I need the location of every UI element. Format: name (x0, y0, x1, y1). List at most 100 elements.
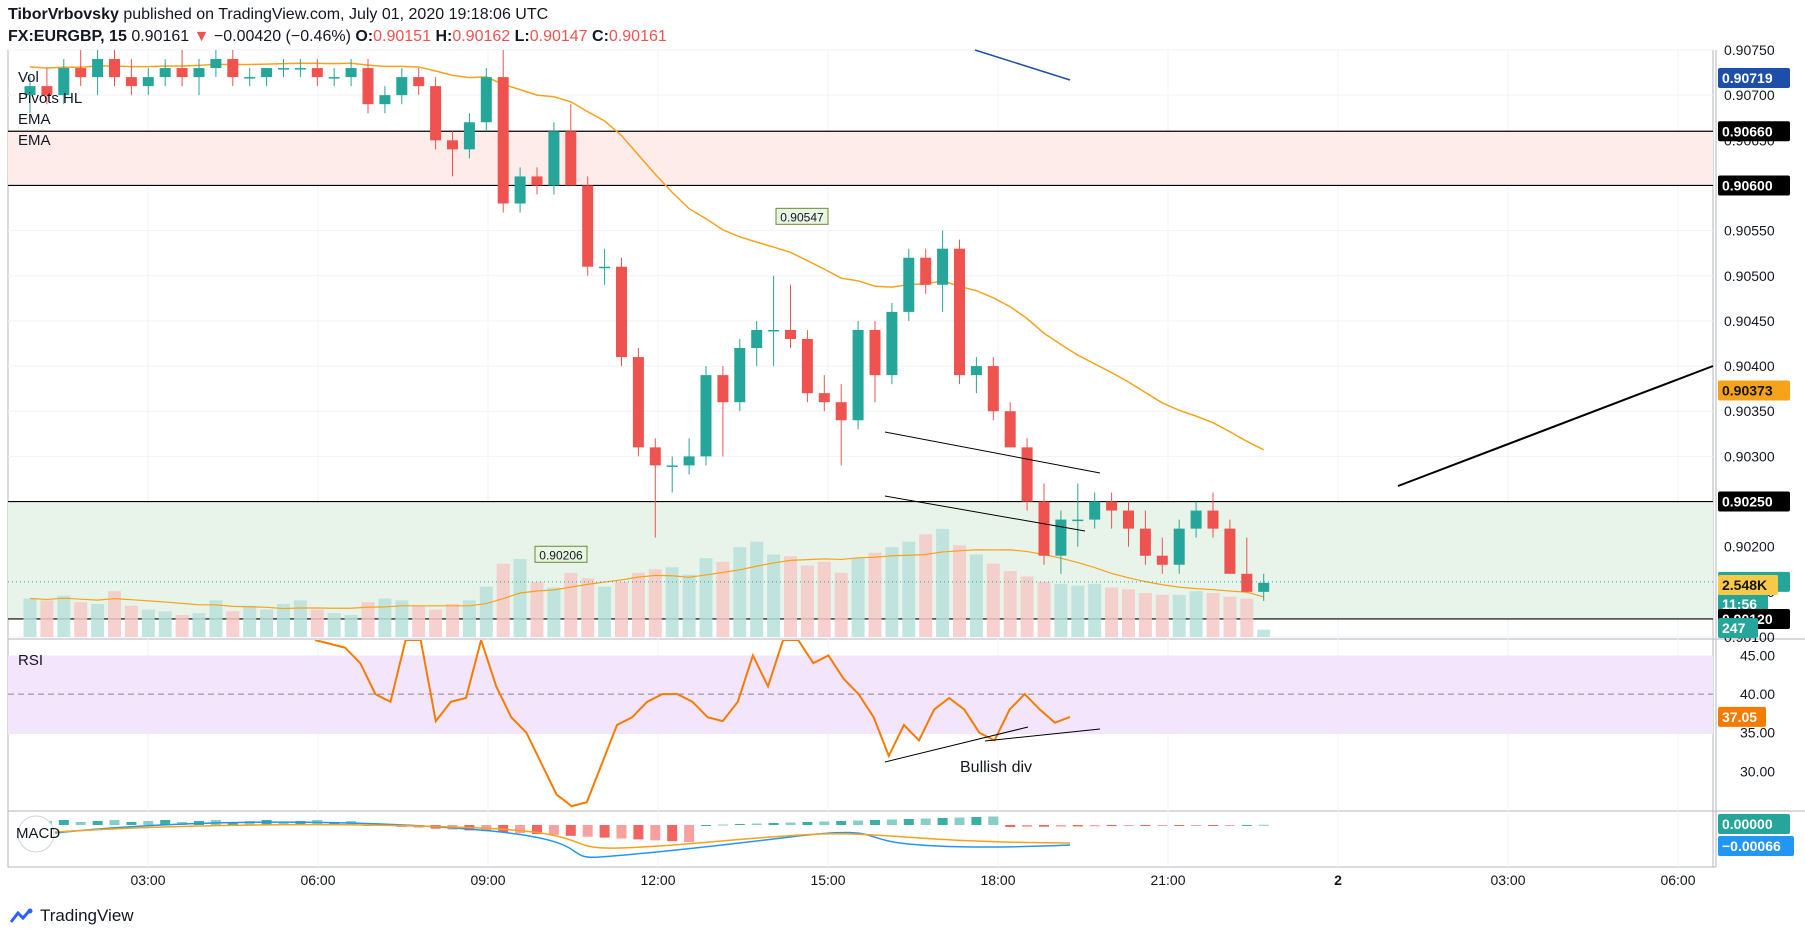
macd-histogram-bar (667, 825, 678, 842)
volume-bar (243, 605, 257, 637)
volume-bar (192, 613, 206, 637)
badge-ema-slow-bg (1718, 67, 1790, 88)
candle-body (345, 68, 357, 78)
badge-volume-last: 247 (1718, 618, 1758, 638)
y-tick-label: 0.90550 (1724, 223, 1775, 239)
open-label: O: (355, 28, 374, 45)
macd-histogram-bar (515, 825, 526, 834)
candle-body (1258, 582, 1270, 592)
candle-body (649, 447, 661, 466)
volume-bar (885, 547, 899, 637)
volume-bar (733, 547, 747, 637)
badge-rsi-bg (1718, 706, 1766, 727)
volume-bar (800, 565, 814, 637)
macd-histogram-bar (1039, 825, 1049, 827)
macd-histogram-bar (548, 825, 559, 835)
volume-bar (598, 586, 612, 637)
candle-body (886, 311, 898, 376)
macd-histogram-bar (1022, 825, 1033, 827)
volume-bar (1071, 585, 1085, 637)
volume-bar (564, 572, 578, 637)
macd-histogram-bar (836, 821, 847, 825)
rsi-divergence-line-2 (984, 728, 1101, 742)
candle-body (801, 338, 813, 394)
candle-body (1224, 528, 1236, 574)
close-label: C: (592, 28, 609, 45)
macd-histogram-bar (565, 825, 576, 836)
y-tick-label: 0.90350 (1724, 403, 1775, 419)
macd-histogram-bar (1224, 825, 1235, 826)
candle-body (818, 393, 830, 403)
legend-rsi: RSI (18, 652, 43, 669)
candle-body (244, 77, 256, 79)
x-tick-label: 03:00 (130, 872, 165, 888)
macd-histogram-bar (1258, 824, 1269, 826)
x-tick-label: 15:00 (810, 872, 845, 888)
tradingview-logo[interactable]: TradingView (10, 906, 134, 926)
macd-histogram-bar (1241, 824, 1252, 826)
volume-bar (615, 582, 628, 637)
volume-bar (750, 541, 764, 637)
author-name[interactable]: TiborVrbovsky (8, 6, 119, 23)
candle-body (24, 86, 36, 96)
badge-level-1-text: 0.90660 (1722, 123, 1773, 139)
badge-ema: 0.90373 (1718, 380, 1790, 401)
candle-body (142, 77, 154, 87)
projection-trend-line (1397, 365, 1714, 487)
symbol-label[interactable]: FX:EURGBP, 15 (8, 28, 127, 45)
volume-bar (648, 569, 662, 637)
candle-body (294, 68, 306, 70)
candle-body (785, 329, 796, 339)
candle-body (666, 465, 678, 467)
wedge-upper-line (884, 431, 1101, 474)
candle-body (1021, 447, 1033, 502)
volume-bar (1037, 582, 1051, 637)
badge-countdown: 11:56 (1718, 593, 1768, 614)
macd-histogram-bar (126, 822, 137, 825)
candle-body (970, 366, 982, 376)
volume-bar (158, 611, 172, 637)
candle-body (92, 59, 104, 78)
candle-body (1207, 510, 1219, 529)
drawings: 0.90547 0.90206 (8, 207, 1714, 583)
badge-level-1-bg (1718, 121, 1790, 142)
high-value: 0.90162 (452, 28, 511, 45)
ema-lines (29, 49, 1265, 451)
y-tick-label: 0.90500 (1724, 268, 1775, 284)
candle-body (463, 122, 475, 150)
badge-countdown-bg (1718, 593, 1768, 614)
rsi-line (314, 640, 1071, 808)
macd-histogram-bar (1140, 825, 1151, 826)
macd-histogram-bar (701, 825, 711, 826)
candle-body (616, 266, 627, 358)
volume-bar (936, 528, 950, 637)
macd-histogram-bar (1123, 825, 1134, 826)
badge-macd-text: 0.00000 (1722, 816, 1773, 832)
macd-histogram-bar (650, 825, 661, 841)
open-value: 0.90151 (373, 28, 431, 45)
macd-pane (25, 816, 1269, 859)
candle-body (734, 348, 746, 403)
macd-histogram-bar (684, 825, 695, 843)
macd-histogram-bar (1191, 825, 1202, 826)
rsi-divergence-line-1 (884, 726, 1029, 763)
time-axis: 03:00 06:00 09:00 12:00 15:00 18:00 21:00 2 03:0… (130, 872, 1695, 888)
volume-bar (1223, 596, 1237, 637)
candle-body (328, 77, 340, 79)
candle-body (497, 77, 509, 204)
rsi-pane: 45.00 40.00 35.00 30.00 Bullish div (8, 640, 1775, 808)
macd-histogram-bar (160, 820, 171, 825)
candle-body (599, 266, 611, 269)
badge-level-2: 0.90600 (1718, 175, 1790, 196)
candle-body (531, 176, 543, 186)
volume-bar (513, 559, 527, 637)
candle-body (1156, 555, 1168, 565)
volume-bar (1155, 594, 1169, 637)
volume-bar (327, 613, 341, 637)
x-tick-label: 12:00 (640, 872, 675, 888)
volume-bar (1088, 583, 1102, 637)
badge-volume-last-text: 247 (1722, 620, 1746, 636)
candle-body (227, 59, 239, 78)
close-value: 0.90161 (608, 28, 667, 45)
